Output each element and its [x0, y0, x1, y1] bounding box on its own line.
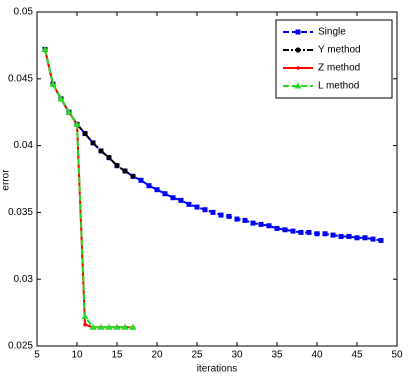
marker: [178, 197, 184, 203]
marker: [194, 204, 200, 210]
marker: [105, 323, 113, 330]
marker: [362, 235, 368, 241]
marker: [138, 177, 144, 183]
marker: [162, 191, 168, 197]
y-tick-label: 0.04: [14, 140, 34, 151]
marker: [290, 228, 296, 234]
x-tick-label: 35: [271, 350, 283, 361]
y-tick-label: 0.045: [8, 73, 33, 84]
marker: [89, 323, 97, 330]
marker: [330, 232, 336, 238]
marker: [354, 235, 360, 241]
x-tick-label: 45: [351, 350, 363, 361]
marker: [274, 225, 280, 231]
marker: [154, 187, 160, 193]
legend-label: Y method: [318, 45, 361, 56]
x-tick-label: 20: [151, 350, 163, 361]
legend-marker: [294, 82, 302, 89]
x-tick-label: 40: [311, 350, 323, 361]
marker: [81, 313, 89, 320]
marker: [346, 233, 352, 239]
marker: [98, 148, 104, 154]
marker: [250, 220, 256, 226]
series-line: [44, 49, 133, 329]
marker: [226, 213, 232, 219]
marker: [113, 323, 121, 330]
legend-label: Z method: [318, 63, 360, 74]
marker: [210, 209, 216, 215]
marker: [97, 323, 105, 330]
marker: [314, 231, 320, 237]
legend-label: Single: [318, 27, 346, 38]
marker: [202, 207, 208, 213]
marker: [306, 229, 312, 235]
marker: [65, 108, 73, 115]
marker: [41, 45, 49, 52]
x-tick-label: 25: [191, 350, 203, 361]
marker: [242, 217, 248, 223]
x-tick-label: 30: [231, 350, 243, 361]
marker: [90, 140, 96, 146]
y-axis-label: error: [1, 169, 12, 191]
legend-marker: [295, 47, 301, 53]
marker: [186, 201, 192, 207]
marker: [234, 216, 240, 222]
marker: [266, 223, 272, 229]
marker: [298, 229, 304, 235]
marker: [129, 323, 137, 330]
marker: [370, 236, 376, 242]
legend-marker: [295, 29, 301, 35]
y-tick-label: 0.05: [14, 7, 34, 18]
marker: [49, 80, 57, 87]
marker: [122, 168, 128, 174]
x-tick-label: 5: [34, 350, 40, 361]
marker: [258, 221, 264, 227]
marker: [130, 173, 136, 179]
marker: [73, 120, 81, 127]
legend-marker: [296, 66, 300, 70]
marker: [121, 323, 129, 330]
x-tick-label: 10: [71, 350, 83, 361]
marker: [106, 155, 112, 161]
x-tick-label: 50: [391, 350, 403, 361]
marker: [218, 212, 224, 218]
marker: [146, 183, 152, 189]
x-tick-label: 15: [111, 350, 123, 361]
marker: [82, 130, 88, 137]
y-tick-label: 0.03: [14, 274, 34, 285]
marker: [83, 322, 87, 327]
marker: [378, 237, 384, 243]
marker: [114, 163, 120, 169]
y-tick-label: 0.025: [8, 341, 33, 352]
y-tick-label: 0.035: [8, 207, 33, 218]
marker: [57, 95, 65, 102]
marker: [282, 227, 288, 233]
marker: [322, 231, 328, 237]
marker: [170, 195, 176, 201]
legend-label: L method: [318, 81, 359, 92]
marker: [338, 233, 344, 239]
x-axis-label: iterations: [197, 364, 238, 375]
